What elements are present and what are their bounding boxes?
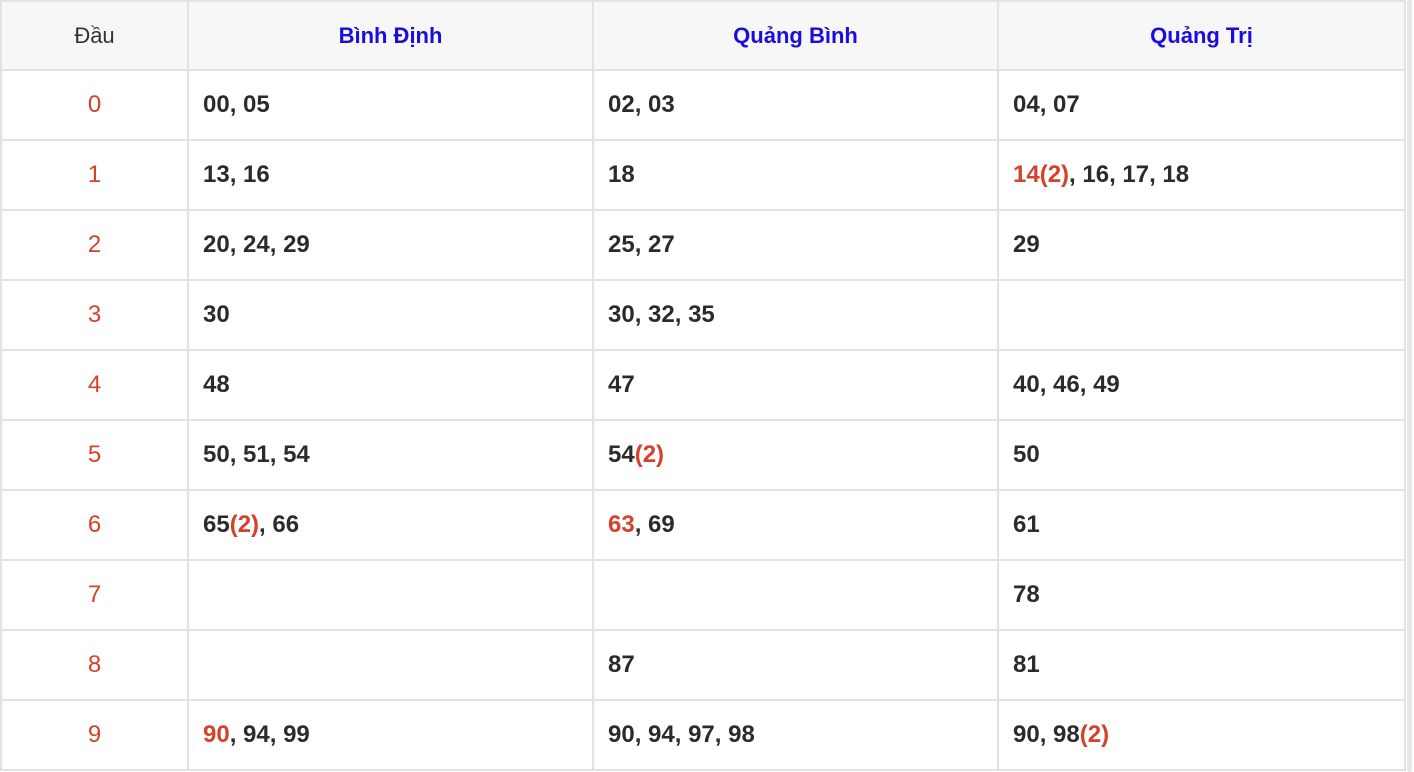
table-row: 7 78 [0,559,1406,631]
number-text: 54 [608,441,635,468]
number-text: 29 [1013,231,1040,258]
number-text: , 94, 99 [229,721,310,748]
numbers-cell-quang-tri: 81 [997,629,1406,701]
digit-cell: 9 [0,699,189,771]
numbers-cell-binh-dinh: 65(2), 66 [187,489,594,561]
highlighted-number: 14(2) [1013,161,1070,188]
number-text: 30, 32, 35 [608,301,715,328]
number-text: 02, 03 [608,91,675,118]
number-text: 90, 94, 97, 98 [608,721,755,748]
numbers-cell-quang-binh: 63, 69 [592,489,999,561]
numbers-cell-binh-dinh: 48 [187,349,594,421]
number-text: 13, 16 [203,161,270,188]
number-text: 87 [608,651,635,678]
number-text: 81 [1013,651,1040,678]
number-text: , 69 [634,511,675,538]
highlighted-number: 90 [203,721,230,748]
number-text: 18 [608,161,635,188]
numbers-cell-quang-tri: 29 [997,209,1406,281]
numbers-cell-binh-dinh [187,559,594,631]
highlighted-number: (2) [1079,721,1110,748]
number-text: , 66 [259,511,300,538]
digit-cell: 4 [0,349,189,421]
number-text: 61 [1013,511,1040,538]
digit-cell: 6 [0,489,189,561]
table-row: 2 20, 24, 29 25, 27 29 [0,209,1406,281]
numbers-cell-quang-tri: 90, 98(2) [997,699,1406,771]
header-binh-dinh[interactable]: Bình Định [187,0,594,71]
highlighted-number: (2) [634,441,665,468]
table-body: 0 00, 05 02, 03 04, 07 1 13, 16 18 14(2), 16, 1… [0,69,1406,771]
numbers-cell-binh-dinh: 20, 24, 29 [187,209,594,281]
number-text: 48 [203,371,230,398]
digit-cell: 2 [0,209,189,281]
table-row: 0 00, 05 02, 03 04, 07 [0,69,1406,141]
table-row: 1 13, 16 18 14(2), 16, 17, 18 [0,139,1406,211]
number-text: 47 [608,371,635,398]
table-row: 5 50, 51, 54 54(2) 50 [0,419,1406,491]
numbers-cell-quang-tri: 50 [997,419,1406,491]
number-text: 65 [203,511,230,538]
numbers-cell-quang-binh: 25, 27 [592,209,999,281]
numbers-cell-binh-dinh: 00, 05 [187,69,594,141]
numbers-cell-quang-binh [592,559,999,631]
header-dau: Đầu [0,0,189,71]
table-row: 8 87 81 [0,629,1406,701]
number-text: 00, 05 [203,91,270,118]
table-row: 9 90, 94, 99 90, 94, 97, 98 90, 98(2) [0,699,1406,771]
number-text: 25, 27 [608,231,675,258]
number-text: 90, 98 [1013,721,1080,748]
number-text: 40, 46, 49 [1013,371,1120,398]
digit-cell: 5 [0,419,189,491]
numbers-cell-binh-dinh: 50, 51, 54 [187,419,594,491]
highlighted-number: 63 [608,511,635,538]
number-text: 50, 51, 54 [203,441,310,468]
numbers-cell-quang-tri: 14(2), 16, 17, 18 [997,139,1406,211]
numbers-cell-binh-dinh [187,629,594,701]
table-row: 6 65(2), 66 63, 69 61 [0,489,1406,561]
number-text: 78 [1013,581,1040,608]
numbers-cell-binh-dinh: 30 [187,279,594,351]
numbers-cell-quang-binh: 54(2) [592,419,999,491]
numbers-cell-quang-tri [997,279,1406,351]
numbers-cell-quang-binh: 18 [592,139,999,211]
number-text: 30 [203,301,230,328]
numbers-cell-quang-binh: 90, 94, 97, 98 [592,699,999,771]
numbers-cell-binh-dinh: 13, 16 [187,139,594,211]
digit-cell: 1 [0,139,189,211]
number-text: , 16, 17, 18 [1069,161,1190,188]
numbers-cell-quang-tri: 78 [997,559,1406,631]
table-row: 3 30 30, 32, 35 [0,279,1406,351]
digit-cell: 7 [0,559,189,631]
digit-cell: 3 [0,279,189,351]
numbers-cell-quang-binh: 47 [592,349,999,421]
header-quang-tri[interactable]: Quảng Trị [997,0,1406,71]
number-text: 04, 07 [1013,91,1080,118]
numbers-cell-quang-tri: 40, 46, 49 [997,349,1406,421]
number-text: 20, 24, 29 [203,231,310,258]
header-quang-binh[interactable]: Quảng Bình [592,0,999,71]
header-row: Đầu Bình Định Quảng Bình Quảng Trị [0,0,1406,71]
numbers-cell-quang-binh: 02, 03 [592,69,999,141]
page-scrollbar[interactable] [1407,0,1412,772]
numbers-cell-quang-binh: 30, 32, 35 [592,279,999,351]
numbers-cell-quang-tri: 61 [997,489,1406,561]
highlighted-number: (2) [229,511,260,538]
digit-cell: 0 [0,69,189,141]
number-text: 50 [1013,441,1040,468]
table-row: 4 48 47 40, 46, 49 [0,349,1406,421]
numbers-cell-quang-binh: 87 [592,629,999,701]
numbers-cell-binh-dinh: 90, 94, 99 [187,699,594,771]
digit-cell: 8 [0,629,189,701]
numbers-cell-quang-tri: 04, 07 [997,69,1406,141]
